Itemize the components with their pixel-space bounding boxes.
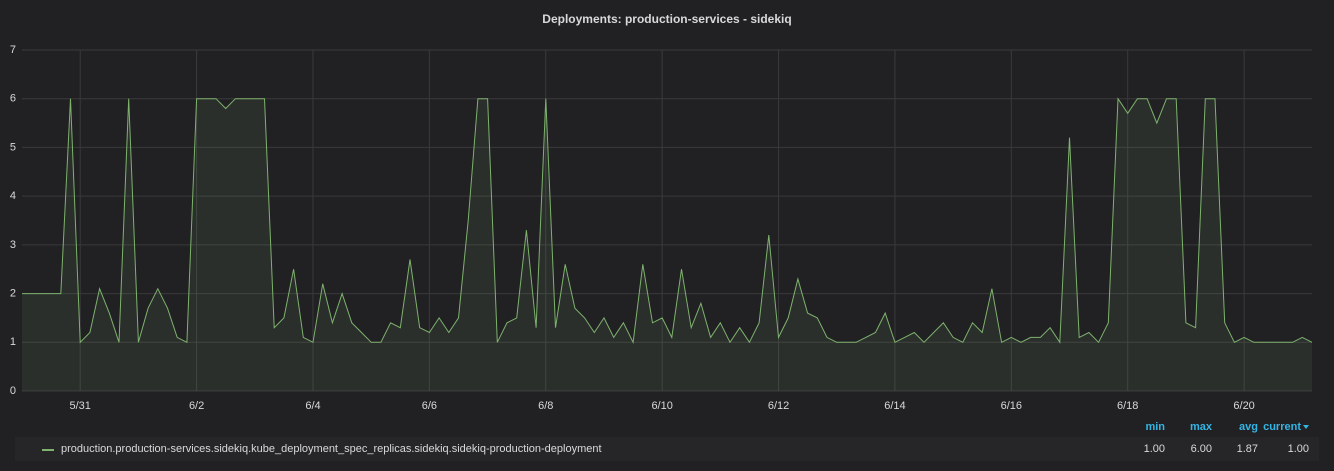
legend-value: 1.00 (1288, 443, 1309, 455)
x-tick-label: 6/6 (422, 400, 437, 412)
legend-header: avg (1239, 421, 1258, 433)
legend-header: max (1190, 421, 1213, 433)
legend-label: production.production-services.sidekiq.k… (61, 443, 602, 455)
legend-row (15, 437, 1319, 461)
y-tick-label: 2 (10, 287, 16, 299)
y-tick-label: 5 (10, 141, 16, 153)
x-tick-label: 5/31 (69, 400, 90, 412)
legend-value: 1.00 (1144, 443, 1165, 455)
line (22, 97, 1313, 345)
x-tick-label: 6/8 (538, 400, 553, 412)
x-tick-label: 6/18 (1117, 400, 1138, 412)
x-tick-label: 6/16 (1001, 400, 1022, 412)
area (22, 98, 1312, 391)
x-tick-label: 6/14 (884, 400, 905, 412)
x-tick-label: 6/20 (1233, 400, 1254, 412)
legend-value: 1.87 (1237, 443, 1258, 455)
sort-icon (1303, 425, 1309, 429)
legend-value: 6.00 (1191, 443, 1212, 455)
legend-header: min (1145, 421, 1165, 433)
y-tick-label: 7 (10, 44, 16, 56)
y-tick-label: 1 (10, 336, 16, 348)
y-tick-label: 3 (10, 239, 16, 251)
x-tick-label: 6/2 (189, 400, 204, 412)
x-tick-label: 6/10 (651, 400, 672, 412)
legend-swatch (42, 449, 54, 451)
chart-title: Deployments: production-services - sidek… (542, 12, 791, 26)
y-tick-label: 6 (10, 93, 16, 105)
y-tick-label: 4 (10, 190, 16, 202)
x-tick-label: 6/12 (768, 400, 789, 412)
y-tick-label: 0 (10, 385, 16, 397)
legend-header: current (1263, 421, 1301, 433)
x-tick-label: 6/4 (305, 400, 320, 412)
